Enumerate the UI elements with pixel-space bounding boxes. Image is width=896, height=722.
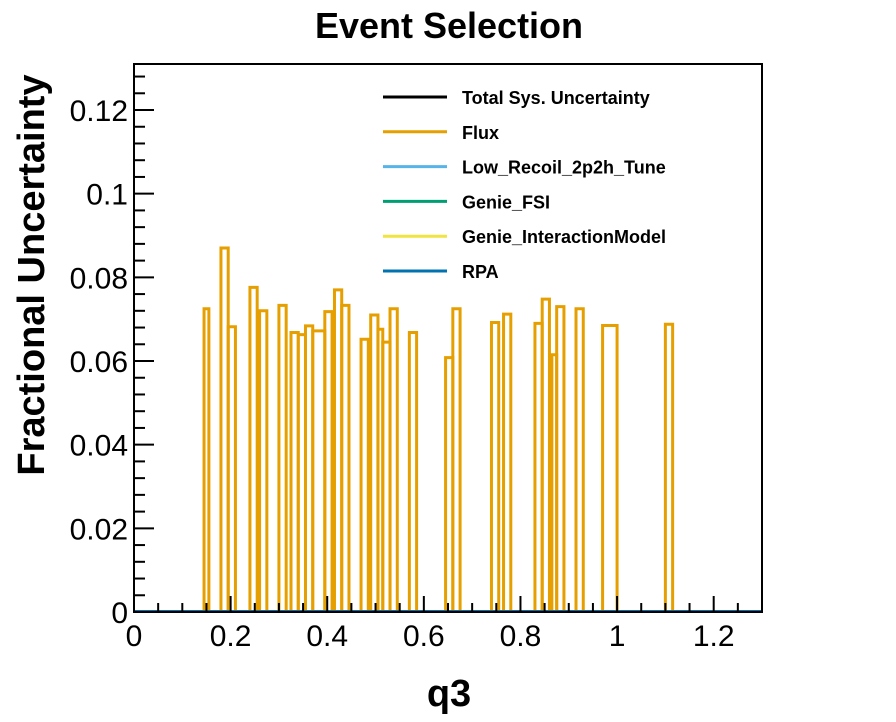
x-tick-label: 1.2: [693, 620, 735, 653]
step-bin-flux-22: [502, 312, 513, 612]
step-bin-flux-28: [601, 323, 619, 612]
step-bin-flux-17: [388, 307, 399, 612]
step-bin-flux-24: [540, 297, 551, 612]
legend-label-low-recoil-2p2h-tune: Low_Recoil_2p2h_Tune: [462, 158, 666, 178]
legend: Total Sys. Uncertainty Flux Low_Recoil_2p2…: [383, 88, 666, 282]
legend-label-genie-interactionmodel: Genie_InteractionModel: [462, 227, 666, 247]
step-bin-flux-0: [202, 307, 211, 612]
step-bin-flux-20: [451, 307, 462, 612]
step-bin-flux-21: [489, 321, 501, 612]
x-tick-label: 0.4: [306, 620, 348, 653]
x-tick-label: 0.8: [500, 620, 542, 653]
step-bin-flux-10: [323, 310, 334, 612]
chart-title: Event Selection: [315, 5, 583, 46]
y-tick-label: 0.02: [70, 513, 128, 546]
y-tick-label: 0: [111, 597, 128, 630]
x-axis-label: q3: [427, 673, 471, 715]
step-bin-flux-2: [226, 325, 237, 612]
y-tick-label: 0.12: [70, 95, 128, 128]
x-tick-label: 0.2: [210, 620, 252, 653]
legend-label-total-sys-uncertainty: Total Sys. Uncertainty: [462, 88, 650, 108]
y-tick-label: 0.08: [70, 262, 128, 295]
y-tick-label: 0.06: [70, 346, 128, 379]
legend-label-rpa: RPA: [462, 262, 499, 282]
y-tick-label: 0.1: [86, 179, 128, 212]
step-bin-flux-26: [555, 305, 566, 612]
step-bin-flux-3: [248, 285, 259, 612]
y-axis-label: Fractional Uncertainty: [11, 74, 53, 475]
legend-label-genie-fsi: Genie_FSI: [462, 192, 550, 212]
x-tick-label: 0.6: [403, 620, 445, 653]
step-bin-flux-27: [574, 307, 585, 612]
x-tick-label: 0: [126, 620, 143, 653]
series-layer: [134, 246, 762, 612]
step-bin-flux-9: [311, 329, 327, 612]
y-tick-label: 0.04: [70, 430, 128, 463]
step-bin-flux-29: [663, 322, 675, 612]
step-bin-flux-12: [340, 303, 351, 612]
step-bin-flux-13: [359, 337, 370, 612]
step-bin-flux-4: [258, 309, 269, 612]
x-tick-label: 1: [609, 620, 626, 653]
step-bin-flux-5: [277, 303, 288, 612]
step-bin-flux-18: [407, 331, 419, 612]
axes-layer: 0 0.2 0.4 0.6 0.8 1 1.2 0 0.02 0.04 0.06 0.08 0.1 0.1…: [70, 63, 763, 653]
legend-label-flux: Flux: [462, 123, 499, 143]
